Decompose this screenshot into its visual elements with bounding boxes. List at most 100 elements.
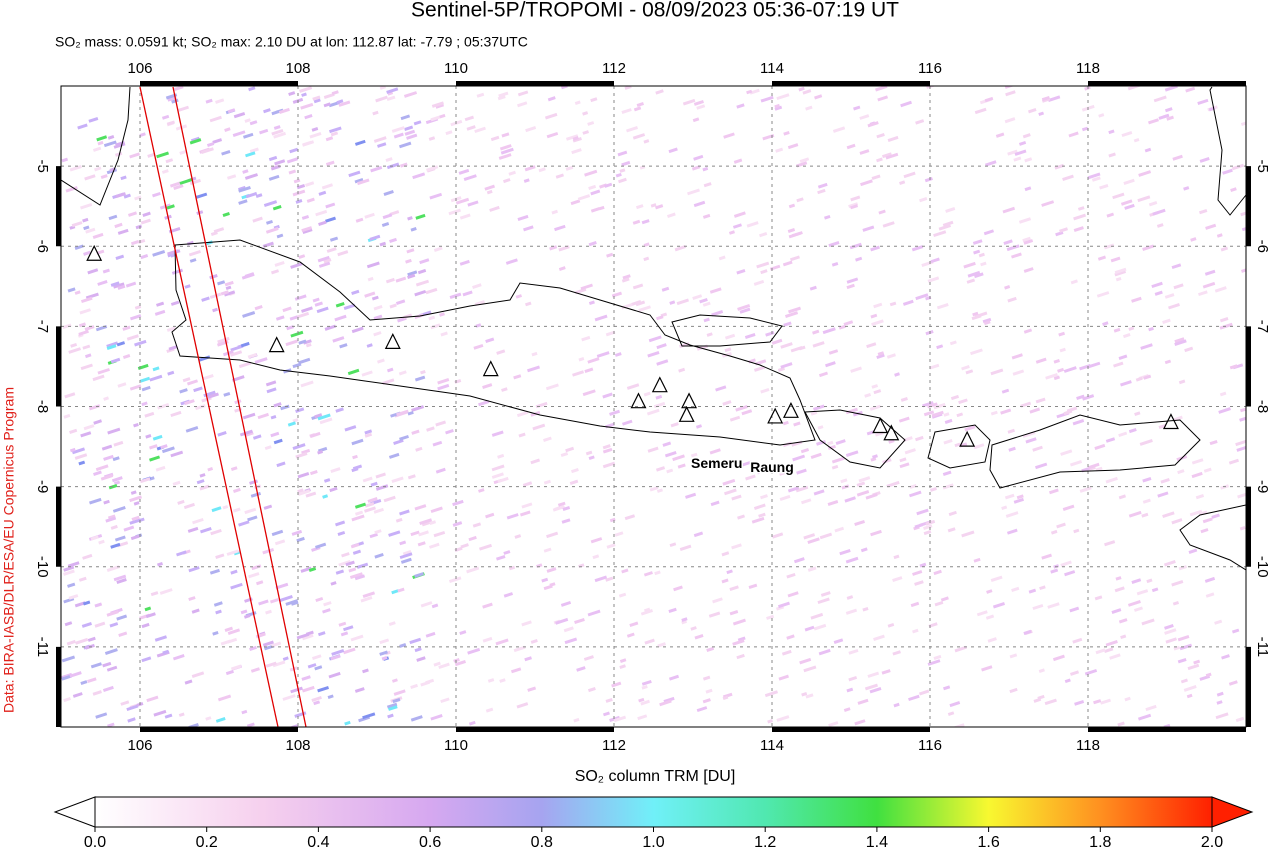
noise-pixel bbox=[498, 91, 509, 98]
noise-pixel bbox=[249, 645, 257, 651]
noise-pixel bbox=[184, 399, 195, 406]
noise-pixel bbox=[514, 534, 522, 539]
noise-pixel bbox=[1164, 628, 1177, 635]
noise-pixel bbox=[205, 716, 212, 721]
noise-pixel bbox=[961, 365, 970, 371]
noise-pixel bbox=[1231, 163, 1245, 171]
noise-pixel bbox=[1202, 517, 1213, 524]
noise-pixel bbox=[954, 645, 968, 653]
noise-pixel bbox=[796, 468, 807, 475]
noise-pixel bbox=[369, 532, 378, 539]
noise-pixel bbox=[233, 487, 241, 493]
noise-pixel bbox=[400, 162, 408, 168]
noise-pixel bbox=[1235, 716, 1245, 723]
colorbar-tick-label: 0.8 bbox=[531, 834, 553, 851]
noise-pixel bbox=[670, 422, 679, 428]
noise-pixel bbox=[827, 444, 836, 451]
noise-pixel bbox=[668, 147, 678, 154]
border-segment bbox=[1246, 166, 1251, 247]
noise-pixel bbox=[1060, 449, 1073, 456]
noise-pixel bbox=[887, 135, 899, 143]
noise-pixel bbox=[924, 177, 933, 183]
noise-pixel bbox=[337, 530, 346, 536]
noise-pixel bbox=[563, 626, 574, 633]
noise-pixel bbox=[762, 133, 775, 141]
noise-pixel bbox=[347, 368, 360, 376]
noise-pixel bbox=[812, 341, 825, 348]
noise-pixel bbox=[152, 366, 160, 372]
noise-pixel bbox=[75, 637, 89, 645]
noise-pixel bbox=[223, 290, 236, 297]
noise-pixel bbox=[295, 311, 310, 319]
noise-pixel bbox=[527, 365, 541, 373]
noise-pixel bbox=[307, 663, 317, 669]
noise-pixel bbox=[330, 467, 341, 474]
volcano-marker bbox=[651, 376, 668, 393]
noise-pixel bbox=[110, 357, 121, 364]
noise-pixel bbox=[967, 270, 981, 278]
noise-pixel bbox=[978, 252, 985, 258]
noise-pixel bbox=[618, 592, 627, 598]
noise-pixel bbox=[1096, 291, 1110, 298]
noise-pixel bbox=[430, 713, 443, 721]
noise-pixel bbox=[1236, 445, 1246, 452]
noise-pixel bbox=[317, 255, 330, 263]
noise-pixel bbox=[786, 572, 796, 579]
noise-pixel bbox=[133, 501, 140, 506]
noise-pixel bbox=[1064, 678, 1071, 684]
noise-pixel bbox=[252, 216, 263, 223]
noise-pixel bbox=[724, 333, 736, 340]
noise-pixel bbox=[690, 626, 697, 631]
noise-pixel bbox=[798, 86, 805, 92]
noise-pixel bbox=[425, 631, 436, 638]
noise-pixel bbox=[407, 474, 416, 480]
noise-pixel bbox=[1172, 154, 1183, 161]
noise-pixel bbox=[771, 338, 783, 345]
noise-pixel bbox=[1240, 210, 1246, 217]
noise-pixel bbox=[933, 569, 942, 576]
noise-pixel bbox=[367, 276, 374, 282]
noise-pixel bbox=[687, 188, 700, 196]
noise-pixel bbox=[198, 355, 211, 362]
noise-pixel bbox=[1221, 654, 1230, 660]
noise-pixel bbox=[1081, 126, 1089, 132]
noise-pixel bbox=[672, 454, 685, 462]
noise-pixel bbox=[737, 636, 746, 642]
noise-pixel bbox=[943, 685, 951, 691]
noise-pixel bbox=[649, 486, 659, 492]
noise-pixel bbox=[210, 528, 222, 536]
lon-tick-label: 114 bbox=[760, 737, 784, 754]
noise-pixel bbox=[745, 474, 756, 481]
noise-pixel bbox=[317, 413, 331, 421]
noise-pixel bbox=[766, 614, 775, 620]
noise-pixel bbox=[1235, 439, 1246, 447]
noise-pixel bbox=[705, 688, 713, 694]
noise-pixel bbox=[1216, 700, 1223, 705]
noise-pixel bbox=[265, 227, 279, 234]
noise-pixel bbox=[1011, 353, 1023, 360]
noise-pixel bbox=[186, 379, 199, 386]
noise-pixel bbox=[1041, 553, 1052, 560]
noise-pixel bbox=[1028, 588, 1037, 594]
noise-pixel bbox=[244, 173, 259, 180]
noise-pixel bbox=[388, 621, 396, 627]
noise-pixel bbox=[849, 242, 862, 250]
noise-pixel bbox=[292, 443, 306, 450]
noise-pixel bbox=[995, 132, 1005, 138]
noise-pixel bbox=[903, 171, 916, 179]
noise-pixel bbox=[149, 374, 163, 382]
noise-pixel bbox=[817, 425, 824, 430]
noise-pixel bbox=[760, 387, 770, 394]
noise-pixel bbox=[140, 218, 151, 225]
noise-pixel bbox=[410, 715, 423, 722]
noise-pixel bbox=[503, 550, 511, 555]
noise-pixel bbox=[783, 130, 790, 136]
noise-pixel bbox=[1041, 200, 1055, 207]
noise-pixel bbox=[825, 361, 836, 368]
noise-pixel bbox=[573, 717, 580, 723]
noise-pixel bbox=[323, 102, 331, 108]
noise-pixel bbox=[546, 567, 557, 573]
noise-pixel bbox=[226, 174, 237, 180]
noise-pixel bbox=[564, 637, 578, 645]
noise-pixel bbox=[123, 193, 131, 199]
